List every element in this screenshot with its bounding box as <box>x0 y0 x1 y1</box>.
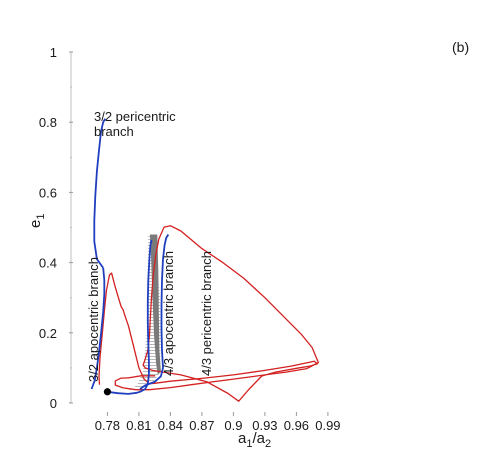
annotation-32-apocentric: 3/2 apocentric branch <box>86 257 101 382</box>
annotation-32-pericentric-line1: 3/2 pericentric <box>94 109 176 124</box>
y-tick-label: 0 <box>50 396 57 411</box>
y-tick-label: 0.2 <box>39 326 57 341</box>
x-axis-title-sub1: 1 <box>246 438 252 450</box>
series-blue-3 <box>107 239 153 395</box>
series-blue-1 <box>90 267 106 390</box>
marker-point <box>103 388 111 396</box>
x-axis-title-slash: /a <box>252 430 265 447</box>
y-axis-title: e1 <box>27 214 47 228</box>
y-tick-label: 0.6 <box>39 185 57 200</box>
y-axis-title-sub: 1 <box>35 214 47 220</box>
x-tick-label: 0.81 <box>126 418 151 433</box>
x-tick-label: 0.87 <box>189 418 214 433</box>
series-blue-4 <box>139 234 170 390</box>
tick-labels-layer: 00.20.40.60.810.78 0.81 0.84 0.87 0.9 0.93 0.9… <box>39 45 341 433</box>
series-blue-2 <box>93 118 107 269</box>
x-axis-title-sub2: 2 <box>265 438 271 450</box>
x-tick-label: 0.78 <box>95 418 120 433</box>
x-tick-label: 0.93 <box>252 418 277 433</box>
x-tick-label: 0.84 <box>158 418 183 433</box>
axes-layer <box>69 51 329 416</box>
y-tick-label: 0.8 <box>39 115 57 130</box>
panel-label: (b) <box>452 39 469 55</box>
annotation-43-apocentric: 4/3 apocentric branch <box>161 251 176 376</box>
y-axis-title-base: e <box>27 220 44 228</box>
x-axis-title-base: a <box>238 430 247 447</box>
gray-band <box>149 234 161 375</box>
annotation-43-pericentric: 4/3 pericentric branch <box>199 251 214 376</box>
x-tick-label: 0.99 <box>315 418 340 433</box>
y-tick-label: 0.4 <box>39 256 57 271</box>
curves-layer <box>90 118 320 402</box>
y-tick-label: 1 <box>50 45 57 60</box>
x-tick-label: 0.9 <box>224 418 242 433</box>
x-tick-label: 0.96 <box>284 418 309 433</box>
x-axis-title: a1/a2 <box>238 430 271 450</box>
annotation-32-pericentric-line2: branch <box>94 124 134 139</box>
